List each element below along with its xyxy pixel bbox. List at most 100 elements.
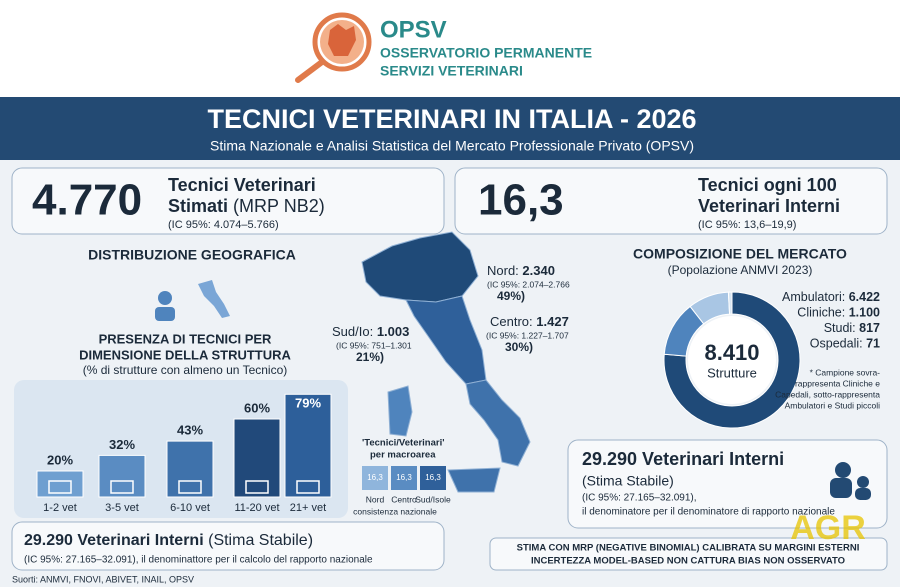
legend-entry: Ambulatori: 6.422 <box>782 290 880 304</box>
region-share: 30%) <box>505 340 533 354</box>
donut-total: 8.410 <box>704 340 759 365</box>
section-subtitle: (Popolazione ANMVI 2023) <box>668 263 813 277</box>
region-label: Nord: 2.340 <box>487 263 555 278</box>
market-note: Capedali, sotto-rappresenta <box>775 389 880 399</box>
region-value: 2.340 <box>522 263 555 278</box>
banner-subtitle: Stima Nazionale e Analisi Statistica del… <box>210 138 694 154</box>
region-label: Sud/Io: 1.003 <box>332 324 409 339</box>
building-icon <box>178 480 202 494</box>
bar-category-label: 11-20 vet <box>234 502 279 514</box>
box-title-bold: 29.290 Veterinari Interni <box>24 532 204 549</box>
legend-label: Nord <box>366 494 385 504</box>
legend-value: 16,3 <box>425 473 441 482</box>
legend-category: Ospedali: <box>810 337 863 351</box>
box-title: 29.290 Veterinari Interni <box>582 449 784 469</box>
kpi-label: Stimati (MRP NB2) <box>168 196 325 216</box>
watermark: AGR <box>790 509 866 547</box>
box-note: (IC 95%: 27.165–32.091), il denominattor… <box>24 555 373 566</box>
donut-chart <box>663 291 801 429</box>
region-value: 1.427 <box>536 314 569 329</box>
kpi-label-bold: Stimati <box>168 196 228 216</box>
donut-center <box>688 316 776 404</box>
method-line: INCERTEZZA MODEL-BASED NON CATTURA BIAS … <box>531 556 845 567</box>
legend-value: 817 <box>859 321 880 335</box>
box-title: 29.290 Veterinari Interni (Stima Stabile… <box>24 532 313 549</box>
legend-value: 16,3 <box>367 473 383 482</box>
chart-title: PRESENZA DI TECNICI PER <box>99 331 272 346</box>
kpi-ci: (IC 95%: 13,6–19,9) <box>698 219 796 231</box>
region-name: Nord: <box>487 263 519 278</box>
box-subtitle: (Stima Stabile) <box>208 532 313 549</box>
logo-line: SERVIZI VETERINARI <box>380 63 523 79</box>
building-icon <box>245 480 269 494</box>
kpi-box <box>454 167 888 235</box>
legend-swatch <box>391 466 417 490</box>
chart-title: DIMENSIONE DELLA STRUTTURA <box>79 347 291 362</box>
legend-value: 6.422 <box>849 290 880 304</box>
bar-value-label: 60% <box>244 400 270 415</box>
bar-category-label: 3-5 vet <box>105 502 139 514</box>
box-ci: (IC 95%: 27.165–32.091), <box>582 493 697 504</box>
legend-swatch <box>362 466 388 490</box>
icon <box>155 280 230 321</box>
kpi-value: 16,3 <box>478 176 564 225</box>
logo-title: OPSV <box>380 16 447 43</box>
bar <box>36 470 84 498</box>
section-title: DISTRIBUZIONE GEOGRAFICA <box>88 247 296 263</box>
legend-category: Cliniche: <box>797 306 845 320</box>
bar-category-label: 21+ vet <box>290 502 326 514</box>
region-share: 21%) <box>356 350 384 364</box>
bar-value-label: 32% <box>109 437 135 452</box>
kpi-ci: (IC 95%: 4.074–5.766) <box>168 219 279 231</box>
region-value: 1.003 <box>377 324 410 339</box>
legend-title: per macroarea <box>370 450 436 461</box>
donut-slice <box>727 291 733 315</box>
donut-slice <box>663 291 801 429</box>
legend-category: Studi: <box>824 321 856 335</box>
market-note: * Campione sovra- <box>810 367 881 377</box>
legend-value: 71 <box>866 337 880 351</box>
building-icon <box>110 480 134 494</box>
region-ci: (IC 95%: 2.074–2.766 <box>487 279 570 289</box>
info-box <box>567 439 888 529</box>
source: Suorti: ANMVI, FNOVI, ABIVET, INAIL, OPS… <box>12 574 194 584</box>
market-note: Ambulatori e Studi piccoli <box>785 400 881 410</box>
kpi-label: Tecnici Veterinari <box>168 175 316 195</box>
italy-map <box>361 231 531 493</box>
legend-label: Centro <box>391 494 417 504</box>
section-title: COMPOSIZIONE DEL MERCATO <box>633 246 847 262</box>
info-box <box>11 521 445 571</box>
method-box <box>489 537 888 571</box>
bar <box>233 418 281 498</box>
region-ci: (IC 95%: 1.227–1.707 <box>486 330 569 340</box>
bar-value-label: 20% <box>47 452 73 467</box>
region-share: 49%) <box>497 289 525 303</box>
donut-total-label: Strutture <box>707 365 757 380</box>
logo-line: OSSERVATORIO PERMANENTE <box>380 45 592 61</box>
legend-title: 'Tecnici/Veterinari' <box>362 438 445 449</box>
box-subtitle: (Stima Stabile) <box>582 473 674 489</box>
region-labels: Nord: 2.340 (IC 95%: 2.074–2.766 49%) Ce… <box>332 263 570 364</box>
market-note: rappresenta Cliniche e <box>795 378 880 388</box>
legend-value: 1.100 <box>849 306 880 320</box>
legend-note: consistenza nazionale <box>353 506 437 516</box>
bar <box>166 440 214 498</box>
method-line: STIMA CON MRP (NEGATIVE BINOMIAL) CALIBR… <box>517 543 860 554</box>
region-label: Centro: 1.427 <box>490 314 569 329</box>
legend-swatch <box>420 466 446 490</box>
legend-entry: Studi: 817 <box>824 321 880 335</box>
bar <box>284 393 332 498</box>
bar <box>98 454 146 498</box>
kpi-label-rest: (MRP NB2) <box>233 196 325 216</box>
kpi-label: Veterinari Interni <box>698 196 840 216</box>
legend-category: Ambulatori: <box>782 290 845 304</box>
bar-category-label: 1-2 vet <box>43 502 77 514</box>
box-note: il denominatore per il denominatore di r… <box>582 507 835 518</box>
header-bg <box>0 0 900 97</box>
banner <box>0 97 900 160</box>
region-name: Centro: <box>490 314 533 329</box>
